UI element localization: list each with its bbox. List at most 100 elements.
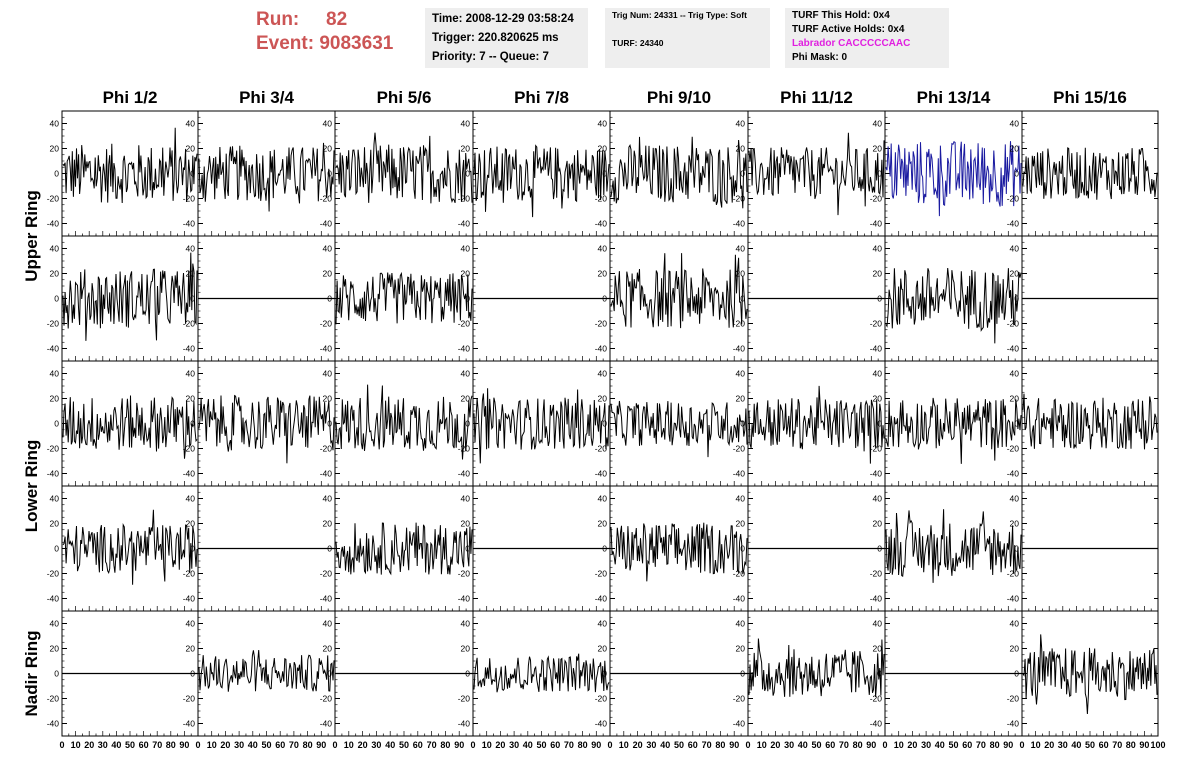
ytick-label: -40 — [870, 594, 883, 604]
xtick-label: 50 — [1085, 740, 1095, 750]
ytick-label: -40 — [595, 219, 608, 229]
ytick-label: -40 — [458, 469, 471, 479]
trigger-info-box: Trig Num: 24331 -- Trig Type: Soft TURF:… — [605, 8, 770, 68]
ytick-label: 0 — [877, 294, 882, 304]
ytick-label: 0 — [465, 419, 470, 429]
ytick-label: -40 — [458, 594, 471, 604]
ytick-label: -20 — [595, 569, 608, 579]
xtick-label: 30 — [784, 740, 794, 750]
xtick-label: 90 — [454, 740, 464, 750]
trace-line — [885, 140, 1022, 217]
ytick-label: -40 — [320, 469, 333, 479]
ytick-label: 0 — [740, 294, 745, 304]
ytick-label: 0 — [1014, 169, 1019, 179]
ytick-label: 20 — [50, 644, 60, 654]
panel-r1-c6 — [747, 110, 886, 237]
ytick-label: -20 — [458, 694, 471, 704]
ytick-label: 20 — [736, 394, 746, 404]
column-header-6: Phi 11/12 — [780, 88, 853, 107]
xtick-label: 30 — [371, 740, 381, 750]
ytick-label: -20 — [1007, 694, 1020, 704]
ytick-label: 40 — [873, 119, 883, 129]
ytick-label: 20 — [461, 644, 471, 654]
xtick-label: 90 — [729, 740, 739, 750]
column-header-3: Phi 5/6 — [377, 88, 432, 107]
trigger-text: Trigger: 220.820625 ms — [432, 32, 559, 44]
ytick-label: 20 — [1010, 144, 1020, 154]
ytick-label: -20 — [320, 444, 333, 454]
ytick-label: 20 — [50, 519, 60, 529]
xtick-label: 10 — [207, 740, 217, 750]
turf-active-text: TURF Active Holds: 0x4 — [792, 24, 905, 35]
xtick-label: 10 — [71, 740, 81, 750]
ytick-label: -20 — [183, 444, 196, 454]
column-header-4: Phi 7/8 — [514, 88, 569, 107]
ytick-label: -40 — [1007, 344, 1020, 354]
ytick-label: 20 — [323, 644, 333, 654]
ytick-label: 0 — [465, 669, 470, 679]
ytick-label: 40 — [598, 369, 608, 379]
run-label: Run: — [256, 9, 300, 30]
xtick-label: 40 — [111, 740, 121, 750]
trace-line — [335, 384, 473, 460]
ytick-label: -40 — [1007, 594, 1020, 604]
xtick-label: 10 — [1031, 740, 1041, 750]
xtick-label: 20 — [220, 740, 230, 750]
ytick-label: 20 — [873, 269, 883, 279]
ytick-label: 0 — [1014, 294, 1019, 304]
xtick-label: 90 — [316, 740, 326, 750]
xtick-label: 40 — [798, 740, 808, 750]
xtick-label: 40 — [1071, 740, 1081, 750]
ytick-label: 40 — [736, 619, 746, 629]
xtick-label: 20 — [770, 740, 780, 750]
trace-line — [748, 385, 885, 464]
ytick-label: -20 — [183, 694, 196, 704]
ytick-label: 20 — [323, 394, 333, 404]
xtick-label: 60 — [275, 740, 285, 750]
xtick-label: 50 — [261, 740, 271, 750]
ytick-label: 0 — [1014, 669, 1019, 679]
ytick-label: 0 — [740, 544, 745, 554]
ytick-label: 40 — [1010, 619, 1020, 629]
ytick-label: 0 — [602, 169, 607, 179]
column-header-2: Phi 3/4 — [239, 88, 294, 107]
trace-line — [198, 394, 335, 464]
ring-label-1: Upper Ring — [22, 190, 41, 282]
ytick-label: 0 — [877, 169, 882, 179]
ytick-label: 0 — [327, 544, 332, 554]
ytick-label: 0 — [54, 169, 59, 179]
xtick-label: 100 — [1150, 740, 1165, 750]
ytick-label: 40 — [461, 119, 471, 129]
ytick-label: -20 — [595, 319, 608, 329]
ytick-label: 0 — [602, 669, 607, 679]
trace-line — [335, 132, 473, 204]
xtick-label: 20 — [495, 740, 505, 750]
ytick-label: 40 — [873, 619, 883, 629]
ytick-label: -40 — [870, 719, 883, 729]
xtick-label: 40 — [248, 740, 258, 750]
xtick-label: 60 — [139, 740, 149, 750]
ytick-label: 40 — [186, 369, 196, 379]
ytick-label: 40 — [323, 369, 333, 379]
ytick-label: -40 — [1007, 469, 1020, 479]
ytick-label: 20 — [873, 144, 883, 154]
trace-line — [62, 395, 198, 459]
xtick-label: 0 — [882, 740, 887, 750]
xtick-label: 60 — [825, 740, 835, 750]
ytick-label: 0 — [54, 419, 59, 429]
ytick-label: -40 — [1007, 719, 1020, 729]
xtick-label: 80 — [990, 740, 1000, 750]
xtick-label: 90 — [1139, 740, 1149, 750]
xtick-label: 90 — [866, 740, 876, 750]
trace-line — [473, 144, 610, 218]
ytick-label: 40 — [50, 119, 60, 129]
ytick-label: -40 — [47, 719, 60, 729]
ytick-label: -20 — [733, 569, 746, 579]
ytick-label: 40 — [598, 494, 608, 504]
panel-r3-c7 — [884, 360, 1023, 487]
ytick-label: 0 — [190, 419, 195, 429]
ytick-label: 20 — [598, 269, 608, 279]
panel-r1-c1 — [61, 110, 199, 237]
ytick-label: 40 — [461, 494, 471, 504]
